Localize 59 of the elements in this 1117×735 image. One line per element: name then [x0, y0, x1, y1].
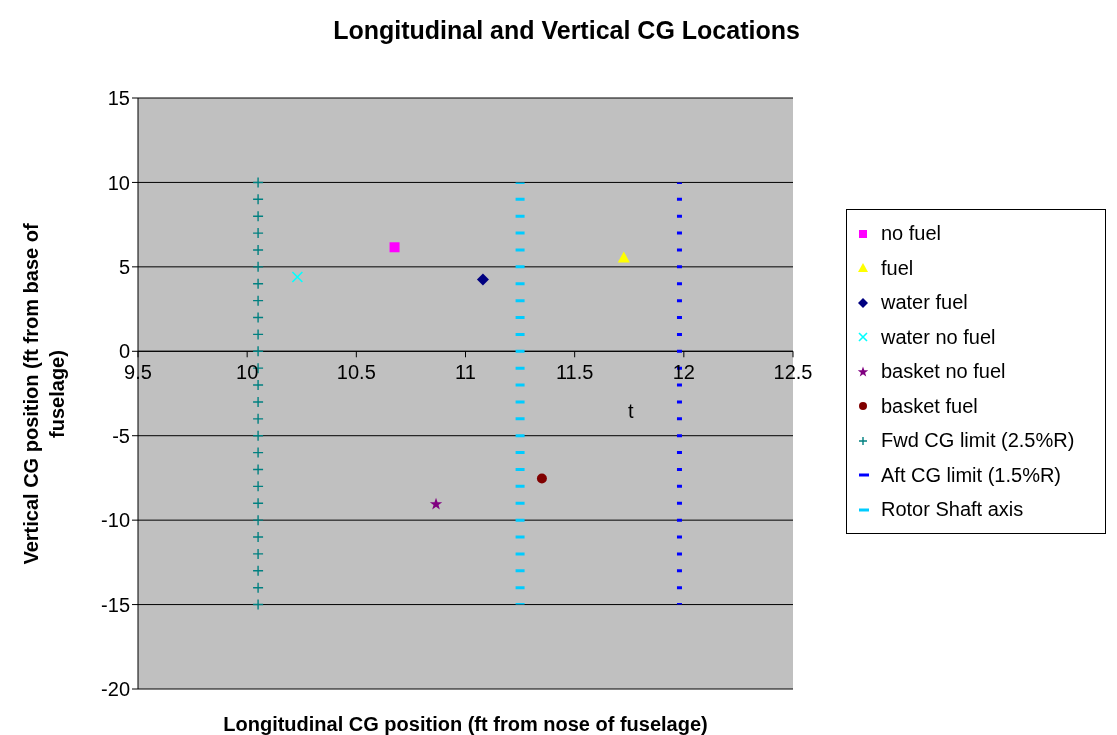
point — [252, 193, 264, 206]
x-tick-label: 11 — [455, 361, 476, 384]
y-tick-label: 10 — [107, 171, 130, 194]
x-tick-label: 9.5 — [124, 361, 152, 384]
point — [252, 396, 264, 408]
y-tick-label: 15 — [107, 87, 130, 110]
point — [252, 379, 264, 391]
point — [291, 271, 304, 283]
point — [252, 446, 264, 459]
y-tick-label: 0 — [118, 340, 130, 363]
y-tick-label: -10 — [101, 509, 130, 532]
y-tick-label: -5 — [112, 424, 130, 447]
legend-label: Rotor Shaft axis — [881, 498, 1024, 521]
point — [252, 497, 264, 509]
x-tick-label: 12.5 — [773, 361, 813, 384]
point — [536, 473, 547, 484]
point — [252, 430, 264, 442]
x-tick-label: 11.5 — [555, 361, 594, 384]
point — [252, 463, 264, 476]
legend-label: Fwd CG limit (2.5%R) — [881, 429, 1075, 452]
point — [252, 210, 264, 222]
x-tick-label: 12 — [672, 361, 695, 384]
point — [252, 565, 264, 577]
x-tick-label: 10.5 — [336, 361, 376, 384]
point — [252, 261, 264, 273]
point — [252, 328, 264, 341]
point — [476, 273, 489, 286]
point — [252, 294, 264, 307]
y-tick-label: 5 — [118, 255, 130, 278]
y-tick-label: -15 — [101, 593, 130, 616]
point — [252, 278, 264, 290]
y-tick-label: -20 — [101, 678, 130, 701]
x-axis-title: Longitudinal CG position (ft from nose of fuselage) — [223, 713, 708, 735]
point — [252, 413, 264, 425]
legend-label: fuel — [881, 256, 914, 280]
y-axis-title: Vertical CG position (ft from base of fuselage) — [19, 221, 69, 567]
point — [429, 497, 443, 510]
point — [252, 598, 264, 611]
point — [252, 176, 264, 189]
chart-title: Longitudinal and Vertical CG Locations — [332, 16, 801, 45]
point — [617, 251, 630, 263]
point — [252, 531, 264, 543]
point — [252, 244, 264, 256]
annotation: t — [628, 400, 634, 423]
point — [252, 311, 264, 324]
point — [252, 345, 264, 357]
point — [252, 227, 264, 239]
point — [252, 480, 264, 493]
legend-label: water fuel — [881, 291, 968, 314]
legend-label: no fuel — [881, 222, 942, 245]
point — [389, 242, 400, 253]
legend-label: basket no fuel — [881, 360, 1006, 383]
point — [252, 514, 264, 526]
legend-label: water no fuel — [881, 325, 996, 349]
point — [252, 548, 264, 560]
x-tick-label: 10 — [236, 361, 259, 384]
point — [252, 581, 264, 594]
legend-label: Aft CG limit (1.5%R) — [881, 463, 1062, 487]
legend-label: basket fuel — [881, 394, 978, 418]
